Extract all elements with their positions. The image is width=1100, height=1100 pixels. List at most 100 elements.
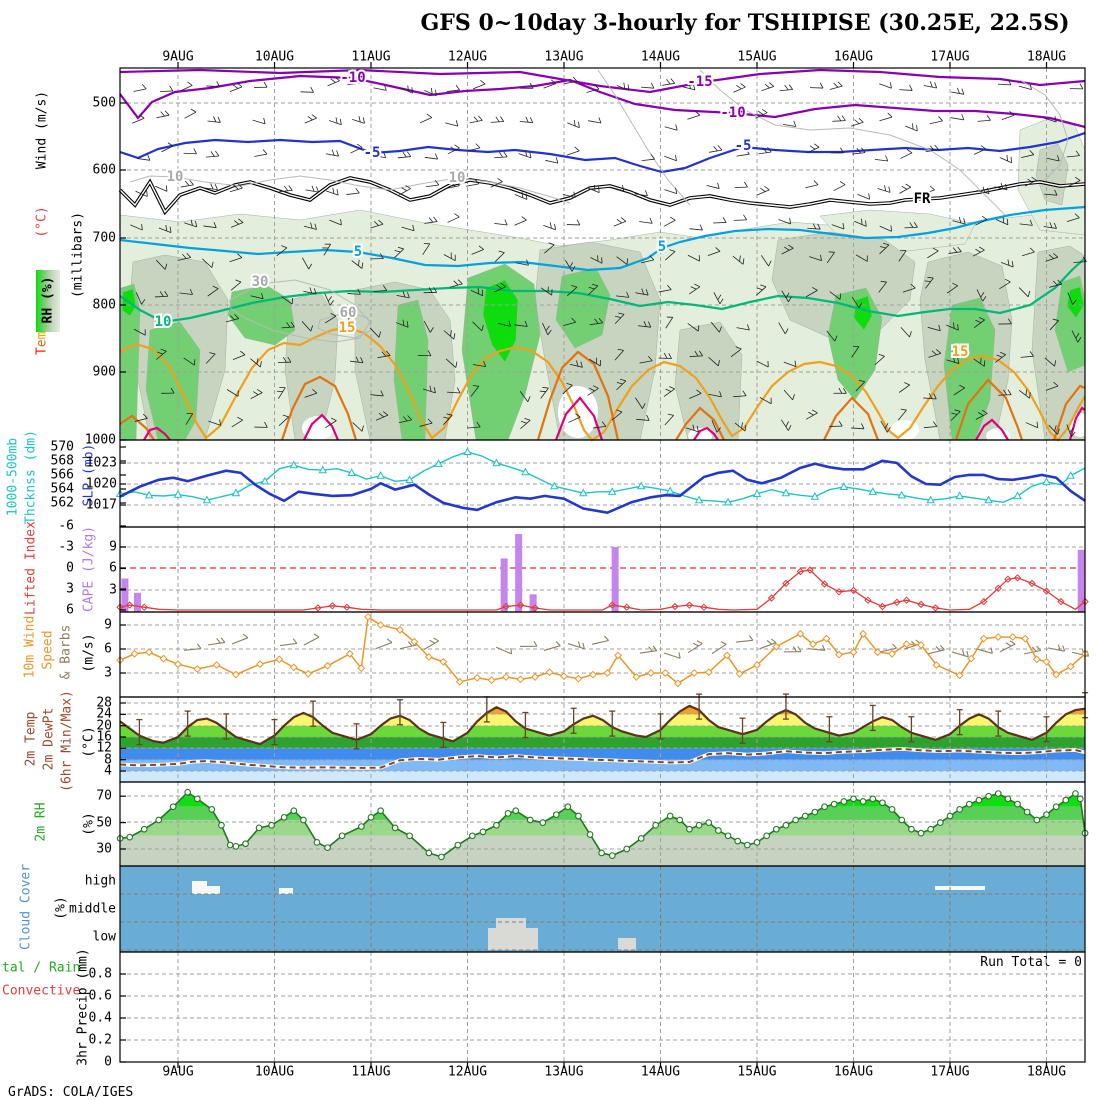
contour-temp-15 <box>119 68 1086 94</box>
cloud-patch-low <box>618 938 636 950</box>
date-label-top: 17AUG <box>930 49 970 65</box>
contour-label: 5 <box>354 244 362 260</box>
grads-footer: GrADS: COLA/IGES <box>8 1085 134 1100</box>
cape-tick-label: 3 <box>109 582 117 598</box>
contour-temp+10 <box>119 257 1086 324</box>
cloud-panel <box>120 866 1085 952</box>
contour-temp+25-d <box>693 426 719 441</box>
contour-temp+20-e <box>823 396 880 441</box>
date-label-bottom: 13AUG <box>544 1064 584 1080</box>
date-label-top: 14AUG <box>640 49 681 65</box>
pressure-tick-label: 500 <box>92 95 116 111</box>
cape-bar <box>500 558 508 612</box>
contour-label: 10 <box>167 169 184 185</box>
date-label-top: 9AUG <box>162 49 194 65</box>
date-label-top: 11AUG <box>351 49 391 65</box>
date-label-top: 15AUG <box>737 49 777 65</box>
date-label-top: 10AUG <box>254 49 295 65</box>
slp-tick-label: 1020 <box>85 476 117 492</box>
t2m-tick-label: 16 <box>96 729 112 745</box>
lifted-index-tick-label: 6 <box>66 602 74 618</box>
cloud-background <box>120 866 1085 952</box>
precip-tick-label: 0.8 <box>88 966 112 982</box>
contour-temp+20-f <box>954 378 1024 441</box>
contour-rh-gray-b <box>597 69 691 206</box>
pressure-panel-contours <box>118 68 1086 442</box>
page-title: GFS 0~10day 3-hourly for TSHIPISE (30.25… <box>420 10 1070 36</box>
contour-label: -10 <box>340 70 365 86</box>
contour-label: FR <box>914 191 931 207</box>
contour-rh-gray-f <box>317 311 373 339</box>
t2m-tick-label: 12 <box>96 740 112 756</box>
date-label-top: 13AUG <box>544 49 584 65</box>
cloud-patch-low <box>488 928 538 950</box>
t2m-tick-label: 8 <box>104 752 112 768</box>
t2m-tick-label: 28 <box>96 695 112 711</box>
contour-temp+20-b <box>280 375 358 441</box>
lifted-index-tick-label: -6 <box>58 518 74 534</box>
cloud-band-label: middle <box>69 901 116 917</box>
pressure-tick-label: 700 <box>92 230 116 246</box>
date-label-top: 16AUG <box>833 49 874 65</box>
contour-temp+20-a <box>119 414 155 441</box>
contour-label: 10 <box>449 170 466 186</box>
lifted-index-line <box>119 569 1086 611</box>
t2m-tick-label: 20 <box>96 718 112 734</box>
cape-bar <box>121 578 129 612</box>
cape-bar <box>133 592 141 612</box>
run-total-text: Run Total = 0 <box>980 955 1082 970</box>
lifted-index-tick-label: 0 <box>66 560 74 576</box>
cloud-patch-high <box>279 888 293 894</box>
wind10m-tick-label: 3 <box>104 665 112 681</box>
panel-frames <box>119 62 1086 1068</box>
contour-temp+25-a <box>143 426 171 441</box>
contour-temp-10 <box>119 74 1086 129</box>
contour-label: -5 <box>364 145 381 161</box>
pressure-panel-contour-labels: -15 -10 -10 -5 -5 FR 5 5 10 15 15 10 10 30 60 <box>153 68 971 362</box>
cloud-patch-high <box>935 886 985 890</box>
pressure-tick-label: 1000 <box>84 432 116 448</box>
contour-label: 60 <box>340 305 357 321</box>
contour-label: -5 <box>735 138 752 154</box>
pressure-tick-label: 800 <box>92 297 116 313</box>
cloud-patch-high <box>207 886 220 894</box>
dewpoint-line <box>120 747 1086 769</box>
li-cape-panel <box>116 527 1089 612</box>
contour-temp+20-g <box>1052 384 1086 441</box>
precip-legend-convective: Convective <box>2 983 81 999</box>
contour-label: 10 <box>155 314 172 330</box>
precip-tick-label: 0.6 <box>88 988 112 1004</box>
t2m-line <box>119 704 1086 746</box>
rh2m-panel <box>116 782 1089 866</box>
date-label-bottom: 11AUG <box>351 1064 391 1080</box>
cape-bar <box>529 594 537 612</box>
precip-tick-label: 0 <box>104 1054 112 1070</box>
cape-bar <box>611 546 619 612</box>
rh2m-tick-label: 70 <box>96 788 112 804</box>
t2m-tick-label: 4 <box>104 763 112 779</box>
contour-label: 5 <box>658 239 666 255</box>
date-label-bottom: 10AUG <box>254 1064 295 1080</box>
contour-rh-gray-c <box>699 69 1006 216</box>
contour-label: -15 <box>687 74 712 90</box>
t2m-tick-label: 24 <box>96 706 112 722</box>
wind10m-panel <box>116 612 1090 697</box>
contour-temp+25-c <box>554 396 604 441</box>
t2m-panel <box>119 692 1089 782</box>
slp-thickness-panel <box>115 440 1086 527</box>
precip-panel <box>120 952 1085 1062</box>
contour-label: -10 <box>720 105 745 121</box>
date-label-bottom: 14AUG <box>640 1064 681 1080</box>
rh2m-tick-label: 50 <box>96 815 112 831</box>
contour-temp+20-d <box>675 406 725 441</box>
cloud-band-label: low <box>92 929 116 945</box>
pressure-panel-wind-barbs <box>130 76 1087 437</box>
pressure-tick-label: 900 <box>92 364 116 380</box>
contour-temp+20-c <box>536 350 620 441</box>
thickness-tick-label: 564 <box>50 481 74 497</box>
contour-temp+15 <box>119 326 1086 442</box>
cloud-patch-high <box>192 881 207 894</box>
contour-freezing-level <box>118 176 1086 216</box>
date-label-bottom: 18AUG <box>1026 1064 1067 1080</box>
